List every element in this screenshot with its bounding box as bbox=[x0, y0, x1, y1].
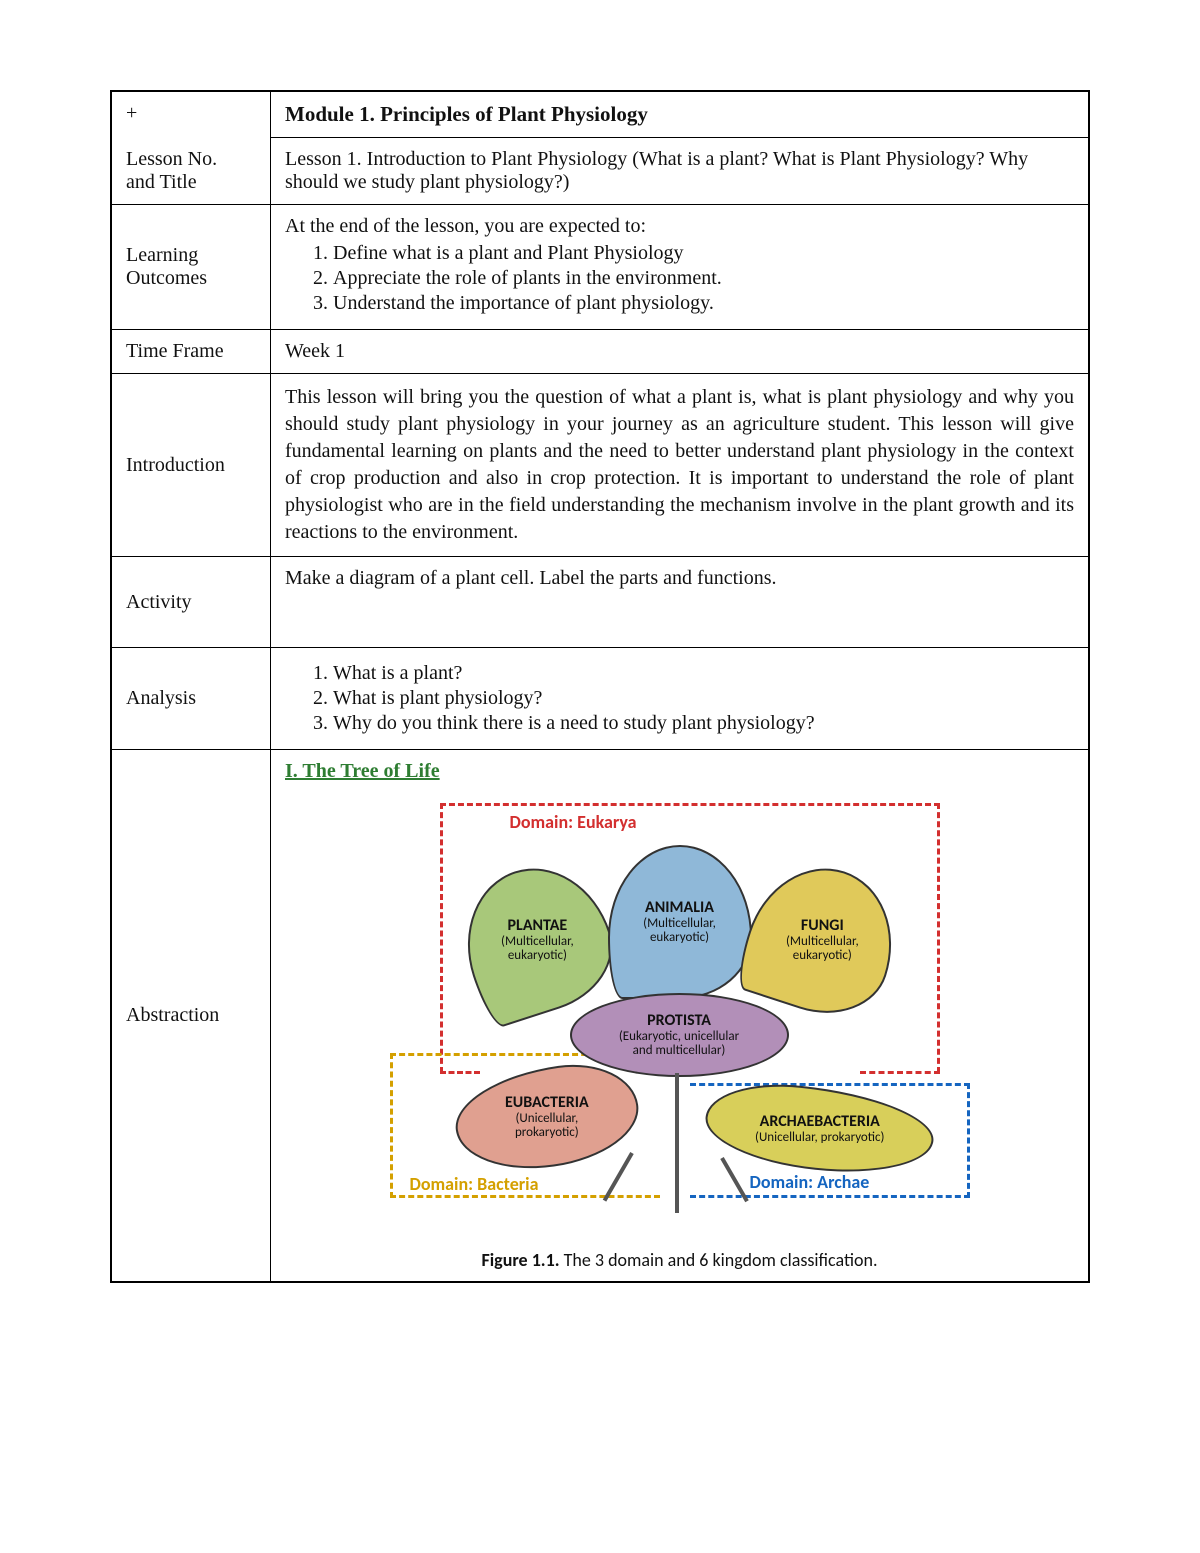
outcomes-list: Define what is a plant and Plant Physiol… bbox=[285, 242, 1074, 315]
tree-of-life-diagram: Domain: Eukarya Domain: Bacteria Domain:… bbox=[380, 793, 980, 1243]
label-lesson-no-a: Lesson No. bbox=[126, 148, 217, 170]
animalia-desc2: eukaryotic) bbox=[650, 931, 709, 945]
protista-desc2: and multicellular) bbox=[633, 1044, 726, 1058]
cell-abstraction: I. The Tree of Life Domain: Eukarya Doma… bbox=[271, 750, 1090, 1283]
archaebacteria-desc1: (Unicellular, prokaryotic) bbox=[754, 1131, 883, 1145]
timeframe: Week 1 bbox=[285, 340, 345, 362]
protista-name: PROTISTA bbox=[647, 1012, 711, 1030]
cell-timeframe: Week 1 bbox=[271, 330, 1090, 374]
label-analysis: Analysis bbox=[126, 687, 196, 709]
outcome-item: Appreciate the role of plants in the env… bbox=[333, 267, 1074, 290]
cell-intro: This lesson will bring you the question … bbox=[271, 374, 1090, 557]
label-timeframe: Time Frame bbox=[126, 340, 224, 362]
label-abstraction: Abstraction bbox=[126, 1004, 219, 1026]
cell-activity-label: Activity bbox=[111, 557, 271, 648]
lesson-title: Lesson 1. Introduction to Plant Physiolo… bbox=[285, 148, 1028, 193]
cell-outcomes: At the end of the lesson, you are expect… bbox=[271, 205, 1090, 330]
domain-archae-label: Domain: Archae bbox=[750, 1171, 870, 1193]
cell-intro-label: Introduction bbox=[111, 374, 271, 557]
label-intro: Introduction bbox=[126, 454, 225, 476]
figure-caption-bold: Figure 1.1. bbox=[481, 1249, 559, 1271]
outcome-item: Define what is a plant and Plant Physiol… bbox=[333, 242, 1074, 265]
tree-of-life-heading: I. The Tree of Life bbox=[285, 760, 440, 782]
figure-caption: Figure 1.1. The 3 domain and 6 kingdom c… bbox=[285, 1249, 1074, 1271]
analysis-list: What is a plant? What is plant physiolog… bbox=[285, 662, 1074, 735]
outcomes-intro: At the end of the lesson, you are expect… bbox=[285, 215, 1074, 238]
cell-analysis-label: Analysis bbox=[111, 648, 271, 750]
cell-abstraction-label: Abstraction bbox=[111, 750, 271, 1283]
label-outcomes-a: Learning bbox=[126, 244, 198, 266]
plus-sign: + bbox=[126, 102, 137, 124]
module-title: Module 1. Principles of Plant Physiology bbox=[285, 102, 648, 126]
animalia-name: ANIMALIA bbox=[645, 899, 714, 917]
animalia-desc1: (Multicellular, bbox=[643, 917, 716, 931]
analysis-item: What is plant physiology? bbox=[333, 687, 1074, 710]
domain-eukarya-label: Domain: Eukarya bbox=[510, 811, 637, 833]
domain-bacteria-label: Domain: Bacteria bbox=[410, 1173, 539, 1195]
analysis-item: What is a plant? bbox=[333, 662, 1074, 685]
lesson-table: + Lesson No. and Title Module 1. Princip… bbox=[110, 90, 1090, 1283]
cell-lesson-no-label: + Lesson No. and Title bbox=[111, 91, 271, 205]
plantae-desc1: (Multicellular, bbox=[500, 935, 573, 949]
cell-activity: Make a diagram of a plant cell. Label th… bbox=[271, 557, 1090, 648]
stem-main bbox=[675, 1073, 679, 1213]
archaebacteria-name: ARCHAEBACTERIA bbox=[754, 1113, 883, 1131]
activity-text: Make a diagram of a plant cell. Label th… bbox=[285, 567, 776, 589]
figure-caption-rest: The 3 domain and 6 kingdom classificatio… bbox=[560, 1249, 878, 1271]
lesson-page: + Lesson No. and Title Module 1. Princip… bbox=[110, 90, 1090, 1283]
outcome-item: Understand the importance of plant physi… bbox=[333, 292, 1074, 315]
eubacteria-desc2: prokaryotic) bbox=[505, 1126, 589, 1140]
eubacteria-name: EUBACTERIA bbox=[505, 1094, 589, 1112]
protista-desc1: (Eukaryotic, unicellular bbox=[619, 1030, 739, 1044]
analysis-item: Why do you think there is a need to stud… bbox=[333, 712, 1074, 735]
cell-outcomes-label: Learning Outcomes bbox=[111, 205, 271, 330]
fungi-desc1: (Multicellular, bbox=[785, 935, 858, 949]
fungi-desc2: eukaryotic) bbox=[785, 949, 858, 963]
label-lesson-no-b: and Title bbox=[126, 171, 197, 193]
fungi-name: FUNGI bbox=[785, 917, 858, 935]
cell-lesson-title: Lesson 1. Introduction to Plant Physiolo… bbox=[271, 138, 1090, 205]
cell-analysis: What is a plant? What is plant physiolog… bbox=[271, 648, 1090, 750]
intro-text: This lesson will bring you the question … bbox=[285, 386, 1074, 543]
kingdom-protista: PROTISTA (Eukaryotic, unicellular and mu… bbox=[570, 993, 789, 1077]
domain-eukarya-box-b2 bbox=[860, 1071, 940, 1074]
cell-timeframe-label: Time Frame bbox=[111, 330, 271, 374]
plantae-name: PLANTAE bbox=[500, 917, 573, 935]
label-activity: Activity bbox=[126, 591, 192, 613]
label-outcomes-b: Outcomes bbox=[126, 267, 207, 289]
plantae-desc2: eukaryotic) bbox=[500, 949, 573, 963]
cell-module-title: Module 1. Principles of Plant Physiology bbox=[271, 91, 1090, 138]
